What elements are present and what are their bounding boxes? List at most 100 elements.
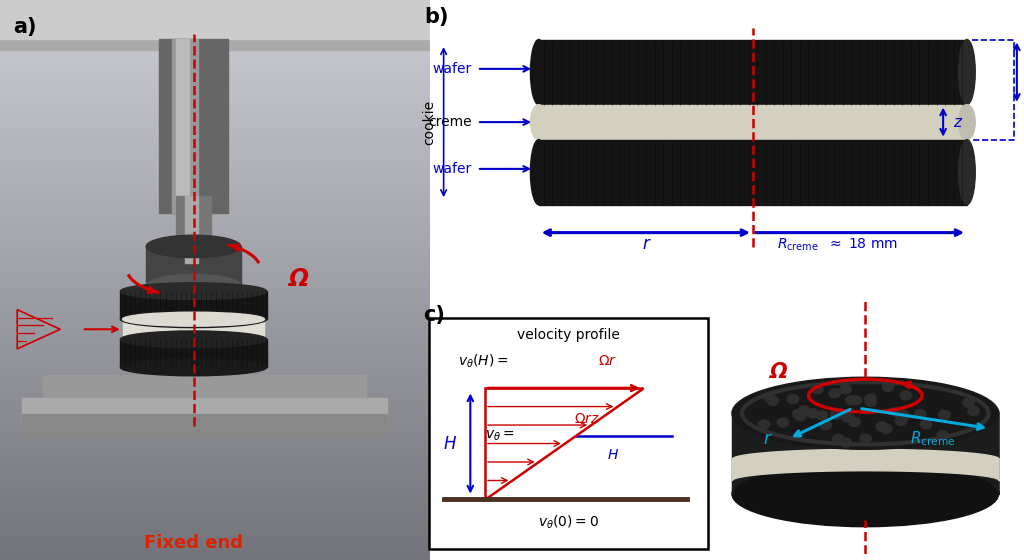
Bar — [176, 196, 211, 263]
Bar — [0, 336, 430, 339]
Bar — [0, 319, 430, 322]
Bar — [0, 87, 430, 90]
Bar — [0, 196, 430, 199]
Bar — [0, 339, 430, 342]
Bar — [0, 392, 430, 395]
Bar — [0, 280, 430, 283]
Circle shape — [840, 385, 851, 394]
Bar — [0, 384, 430, 386]
Bar — [0, 367, 430, 370]
Bar — [0, 470, 430, 473]
Circle shape — [799, 406, 810, 415]
Circle shape — [829, 389, 841, 398]
Bar — [0, 174, 430, 176]
Bar — [22, 398, 387, 426]
Bar — [0, 372, 430, 375]
Circle shape — [921, 419, 932, 429]
Bar — [0, 350, 430, 353]
Bar — [0, 342, 430, 344]
Circle shape — [807, 409, 818, 418]
Bar — [0, 235, 430, 238]
Circle shape — [846, 395, 857, 405]
Ellipse shape — [530, 105, 547, 139]
Bar — [0, 260, 430, 263]
Bar — [0, 11, 430, 14]
Circle shape — [881, 424, 892, 433]
Bar — [0, 28, 430, 31]
Bar — [0, 0, 430, 3]
Bar — [0, 90, 430, 92]
Bar — [539, 139, 967, 205]
Bar — [0, 193, 430, 196]
Ellipse shape — [121, 359, 266, 376]
Bar — [0, 322, 430, 325]
Bar — [0, 274, 430, 277]
Bar — [172, 39, 198, 213]
Bar — [0, 507, 430, 510]
Bar — [0, 34, 430, 36]
Bar — [0, 442, 430, 445]
Bar — [0, 132, 430, 134]
Bar — [539, 40, 967, 105]
Bar — [0, 218, 430, 221]
Bar — [0, 395, 430, 398]
Ellipse shape — [530, 40, 547, 105]
Bar — [0, 277, 430, 280]
Bar — [0, 286, 430, 288]
Bar — [0, 168, 430, 171]
Bar — [0, 526, 430, 529]
Text: Ω: Ω — [288, 267, 308, 291]
Circle shape — [767, 396, 778, 405]
Bar — [0, 456, 430, 459]
Ellipse shape — [123, 333, 264, 346]
Circle shape — [963, 398, 974, 407]
Bar — [0, 344, 430, 347]
Text: creme: creme — [428, 115, 472, 129]
Circle shape — [865, 397, 877, 406]
Bar — [0, 414, 430, 417]
Bar — [539, 105, 967, 139]
Bar — [0, 101, 430, 104]
Bar — [0, 328, 430, 330]
Bar — [0, 398, 430, 400]
Bar — [0, 98, 430, 101]
Text: $v_\theta(0) = 0$: $v_\theta(0) = 0$ — [538, 514, 599, 531]
Ellipse shape — [958, 40, 975, 105]
Circle shape — [793, 409, 804, 418]
Circle shape — [841, 438, 852, 447]
Bar — [0, 479, 430, 482]
Circle shape — [898, 410, 909, 419]
Bar — [0, 62, 430, 64]
Bar — [0, 53, 430, 56]
Bar — [0, 543, 430, 546]
Bar — [0, 532, 430, 535]
Bar — [0, 182, 430, 185]
Bar — [0, 249, 430, 252]
Bar — [0, 358, 430, 361]
Bar — [0, 50, 430, 53]
Bar — [176, 39, 189, 213]
Bar — [0, 263, 430, 266]
Bar — [0, 347, 430, 350]
Bar — [0, 210, 430, 213]
Text: c): c) — [423, 305, 444, 325]
Bar — [0, 473, 430, 476]
Bar — [0, 230, 430, 232]
Text: wafer: wafer — [433, 162, 472, 176]
Bar — [0, 515, 430, 518]
Bar — [0, 0, 430, 39]
Bar — [0, 258, 430, 260]
Bar — [0, 501, 430, 504]
Circle shape — [939, 410, 950, 419]
Ellipse shape — [732, 461, 998, 526]
Bar — [0, 179, 430, 182]
Bar — [0, 389, 430, 392]
Text: velocity profile: velocity profile — [517, 328, 620, 342]
Text: z: z — [952, 115, 961, 129]
Bar — [0, 445, 430, 448]
Bar — [43, 375, 366, 409]
Bar — [0, 283, 430, 286]
Bar — [0, 246, 430, 249]
Bar — [0, 109, 430, 112]
Bar — [0, 484, 430, 487]
